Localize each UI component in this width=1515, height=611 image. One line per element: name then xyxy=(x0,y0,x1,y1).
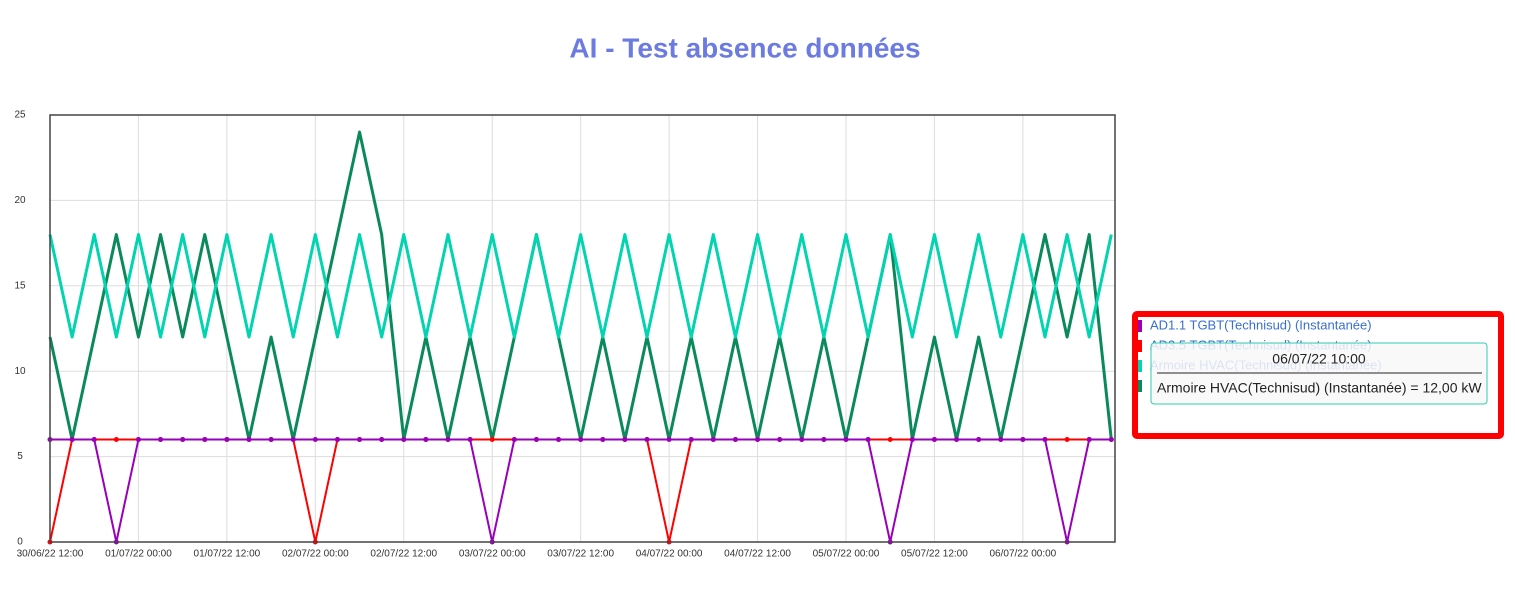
series-point xyxy=(556,437,562,443)
y-tick-label: 20 xyxy=(14,195,26,206)
series-point xyxy=(821,437,827,443)
tooltip: 06/07/22 10:00 Armoire HVAC(Technisud) (… xyxy=(1150,342,1488,405)
x-tick-label: 02/07/22 00:00 xyxy=(282,549,349,560)
series-point xyxy=(600,437,606,443)
tooltip-text: Armoire HVAC(Technisud) (Instantanée) = … xyxy=(1157,380,1482,396)
x-tick-label: 03/07/22 00:00 xyxy=(459,549,526,560)
series-point xyxy=(622,437,628,443)
series-point xyxy=(312,437,318,443)
legend-swatch xyxy=(1137,380,1142,392)
series-point xyxy=(357,437,363,443)
series-point xyxy=(467,437,473,443)
x-tick-label: 01/07/22 12:00 xyxy=(194,549,261,560)
y-tick-label: 25 xyxy=(14,110,26,121)
chart-title: AI - Test absence données xyxy=(569,32,920,63)
series-point xyxy=(887,437,893,443)
plot-frame xyxy=(49,114,1116,543)
series-point xyxy=(799,437,805,443)
y-tick-label: 15 xyxy=(14,280,26,291)
series-point xyxy=(246,437,252,443)
legend-label: AD1.1 TGBT(Technisud) (Instantanée) xyxy=(1150,317,1372,332)
x-tick-label: 04/07/22 00:00 xyxy=(636,549,703,560)
y-tick-label: 0 xyxy=(17,537,23,548)
series-point xyxy=(180,437,186,443)
series-point xyxy=(379,437,385,443)
highlight-box xyxy=(1132,311,1504,439)
series-point xyxy=(909,437,915,443)
series-point xyxy=(1108,437,1114,443)
x-tick-label: 05/07/22 12:00 xyxy=(901,549,968,560)
series-point xyxy=(334,437,340,443)
series-point xyxy=(290,437,296,443)
series-point xyxy=(976,437,982,443)
series-point xyxy=(401,437,407,443)
legend-swatch xyxy=(1137,360,1142,372)
y-tick-label: 10 xyxy=(14,366,26,377)
series-point xyxy=(710,437,716,443)
legend-swatch xyxy=(1137,320,1142,332)
tooltip-title: 06/07/22 10:00 xyxy=(1272,351,1366,367)
series-point xyxy=(1042,437,1048,443)
series-point xyxy=(158,437,164,443)
series-point xyxy=(688,437,694,443)
series-line xyxy=(48,233,1113,339)
series-point xyxy=(644,437,650,443)
series-point xyxy=(1064,437,1070,443)
series-point xyxy=(135,437,141,443)
series-point xyxy=(732,437,738,443)
x-tick-label: 02/07/22 12:00 xyxy=(370,549,437,560)
series-point xyxy=(202,437,208,443)
series-point xyxy=(865,437,871,443)
series-point xyxy=(224,437,230,443)
x-tick-label: 04/07/22 12:00 xyxy=(724,549,791,560)
series-point xyxy=(931,437,937,443)
series-point xyxy=(533,437,539,443)
series-point xyxy=(1086,437,1092,443)
series-point xyxy=(777,437,783,443)
series-point xyxy=(489,437,495,443)
y-tick-label: 5 xyxy=(17,451,23,462)
x-tick-label: 06/07/22 00:00 xyxy=(990,549,1057,560)
x-tick-label: 30/06/22 12:00 xyxy=(17,549,84,560)
series-point xyxy=(843,437,849,443)
series-point xyxy=(445,437,451,443)
series-point xyxy=(666,437,672,443)
legend-swatch xyxy=(1137,340,1142,352)
series-point xyxy=(1020,437,1026,443)
series-point xyxy=(268,437,274,443)
series-point xyxy=(423,437,429,443)
series-point xyxy=(954,437,960,443)
x-tick-label: 05/07/22 00:00 xyxy=(813,549,880,560)
series-point xyxy=(511,437,517,443)
x-tick-label: 03/07/22 12:00 xyxy=(547,549,614,560)
series-point xyxy=(578,437,584,443)
plot xyxy=(47,130,1114,545)
series-point xyxy=(998,437,1004,443)
series-point xyxy=(69,437,75,443)
series-point xyxy=(113,437,119,443)
x-tick-label: 01/07/22 00:00 xyxy=(105,549,172,560)
series-point xyxy=(755,437,761,443)
series-point xyxy=(91,437,97,443)
